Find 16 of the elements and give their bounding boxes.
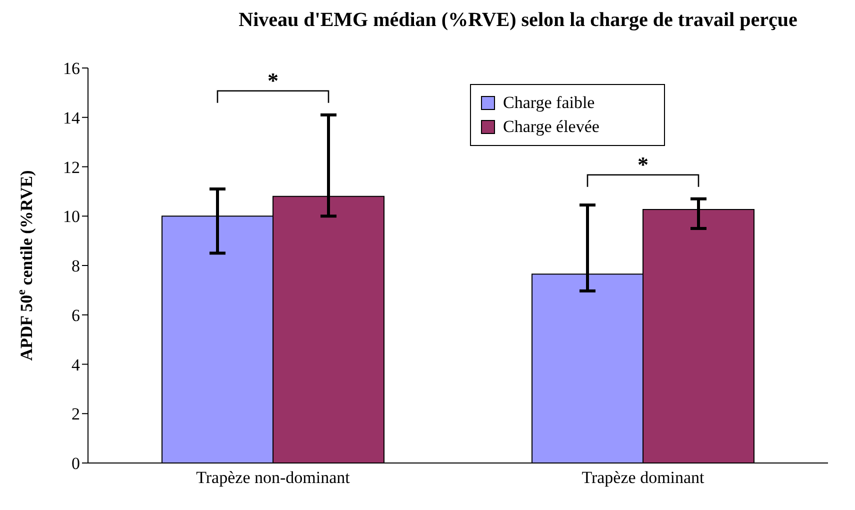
chart-title: Niveau d'EMG médian (%RVE) selon la charge de travail perçue: [238, 8, 798, 32]
x-tick-label: Trapèze dominant: [582, 468, 705, 488]
y-tick-label: 0: [72, 454, 80, 474]
legend-label: Charge élevée: [503, 116, 600, 138]
y-tick-label: 14: [63, 108, 80, 128]
y-tick-label: 2: [72, 404, 80, 424]
y-tick-label: 16: [63, 59, 80, 78]
y-tick-label: 6: [72, 306, 80, 325]
y-tick-label: 12: [63, 158, 80, 177]
x-tick-label: Trapèze non-dominant: [196, 468, 350, 488]
y-tick-label: 10: [63, 207, 80, 226]
annotation: *: [268, 68, 278, 93]
annotation: *: [638, 152, 648, 177]
y-tick-label: 8: [72, 256, 80, 276]
legend-label: Charge faible: [503, 92, 595, 114]
y-tick-label: 4: [72, 355, 80, 374]
